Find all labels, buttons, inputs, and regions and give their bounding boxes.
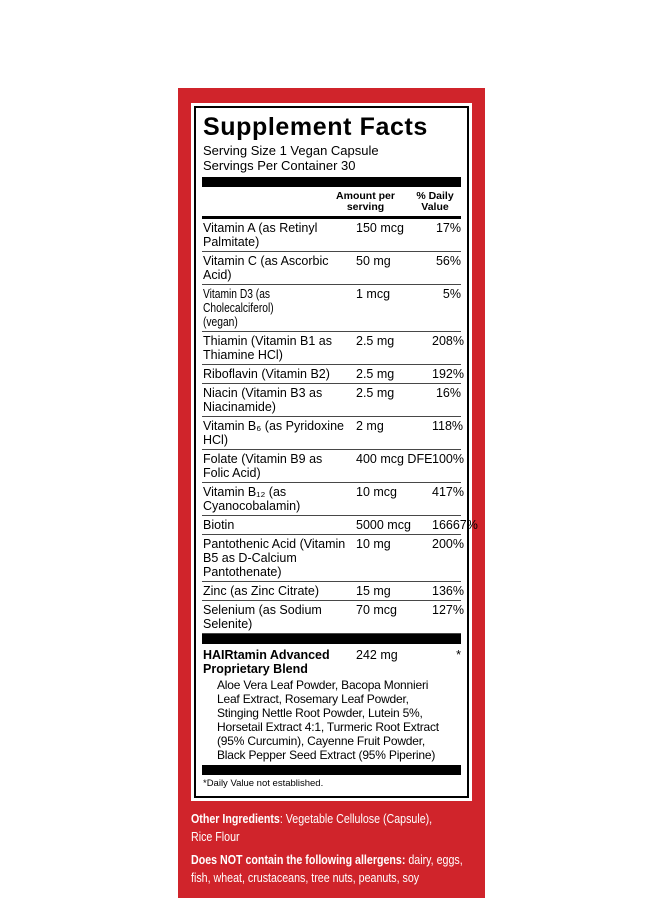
nutrient-amount: 400 mcg DFE <box>356 452 433 467</box>
nutrient-amount: 2 mg <box>356 419 384 434</box>
nutrient-amount: 10 mg <box>356 537 391 552</box>
blend-ingredients: Aloe Vera Leaf Powder, Bacopa Monnieri L… <box>217 678 439 763</box>
nutrient-daily-value: 127% <box>432 603 464 618</box>
allergens-text: dairy, eggs, fish, wheat, crustaceans, t… <box>191 852 463 885</box>
blend-daily-value: * <box>456 648 461 663</box>
nutrient-name: Thiamin (Vitamin B1 as Thiamine HCl) <box>203 334 332 363</box>
blend-amount: 242 mg <box>356 648 398 663</box>
nutrient-name: Selenium (as Sodium Selenite) <box>203 603 322 632</box>
label-notes: Other Ingredients: Vegetable Cellulose (… <box>191 810 472 886</box>
nutrient-daily-value: 208% <box>432 334 464 349</box>
nutrient-amount: 15 mg <box>356 584 391 599</box>
nutrient-amount: 2.5 mg <box>356 334 395 349</box>
thick-divider-blend <box>202 634 461 645</box>
column-header-amount: Amount per serving <box>336 190 395 214</box>
table-row: Vitamin A (as Retinyl Palmitate) 150 mcg… <box>202 219 461 253</box>
nutrient-name: Niacin (Vitamin B3 as Niacinamide) <box>203 386 323 415</box>
table-row: Biotin 5000 mcg 16667% <box>202 516 478 536</box>
header-divider <box>202 216 461 220</box>
nutrient-name: Riboflavin (Vitamin B2) <box>203 367 330 382</box>
nutrient-amount: 2.5 mg <box>356 367 395 382</box>
nutrient-name: Biotin <box>203 518 235 533</box>
table-row: Vitamin D3 (as Cholecalciferol) (vegan) … <box>202 285 461 333</box>
allergens-label: Does NOT contain the following allergens… <box>191 852 406 868</box>
nutrient-daily-value: 118% <box>432 419 464 434</box>
nutrient-name: Vitamin D3 (as Cholecalciferol) (vegan) <box>203 287 274 330</box>
nutrient-amount: 70 mcg <box>356 603 397 618</box>
servings-per-container: Servings Per Container 30 <box>203 157 356 173</box>
nutrient-daily-value: 192% <box>432 367 464 382</box>
table-row: Zinc (as Zinc Citrate) 15 mg 136% <box>202 582 464 602</box>
table-row: Riboflavin (Vitamin B2) 2.5 mg 192% <box>202 365 464 385</box>
nutrient-amount: 50 mg <box>356 254 391 269</box>
supplement-label: Supplement Facts Serving Size 1 Vegan Ca… <box>178 88 485 899</box>
nutrient-amount: 1 mcg <box>356 287 391 302</box>
allergens-note: Does NOT contain the following allergens… <box>191 851 471 886</box>
nutrient-daily-value: 100% <box>432 452 464 467</box>
nutrient-amount: 5000 mcg <box>356 518 411 533</box>
other-ingredients-note: Other Ingredients: Vegetable Cellulose (… <box>191 810 471 845</box>
nutrient-name: Vitamin B₆ (as Pyridoxine HCl) <box>203 419 344 448</box>
table-row: Selenium (as Sodium Selenite) 70 mcg 127… <box>202 601 464 635</box>
nutrient-daily-value: 16% <box>435 386 461 401</box>
nutrient-daily-value: 56% <box>435 254 461 269</box>
nutrient-amount: 10 mcg <box>356 485 397 500</box>
table-row: Thiamin (Vitamin B1 as Thiamine HCl) 2.5… <box>202 332 464 366</box>
nutrient-daily-value: 200% <box>432 537 464 552</box>
table-row: Folate (Vitamin B9 as Folic Acid) 400 mc… <box>202 450 464 484</box>
nutrient-amount: 2.5 mg <box>356 386 395 401</box>
nutrient-daily-value: 17% <box>435 221 461 236</box>
thick-divider-top <box>202 177 461 188</box>
nutrient-amount: 150 mcg <box>356 221 404 236</box>
nutrient-name: Vitamin A (as Retinyl Palmitate) <box>203 221 318 250</box>
facts-title: Supplement Facts <box>203 113 428 141</box>
column-header-daily-value: % Daily Value <box>416 190 454 214</box>
table-row: Pantothenic Acid (Vitamin B5 as D-Calciu… <box>202 535 464 583</box>
thick-divider-bottom <box>202 765 461 776</box>
table-row: Vitamin B₁₂ (as Cyanocobalamin) 10 mcg 4… <box>202 483 464 517</box>
nutrient-name: Vitamin B₁₂ (as Cyanocobalamin) <box>203 485 301 514</box>
nutrient-name: Zinc (as Zinc Citrate) <box>203 584 319 599</box>
other-ingredients-text: : Vegetable Cellulose (Capsule), Rice Fl… <box>191 811 433 844</box>
nutrient-name: Vitamin C (as Ascorbic Acid) <box>203 254 329 283</box>
nutrient-name: Folate (Vitamin B9 as Folic Acid) <box>203 452 323 481</box>
blend-row: HAIRtamin Advanced Proprietary Blend 242… <box>202 644 461 677</box>
supplement-facts-panel: Supplement Facts Serving Size 1 Vegan Ca… <box>194 106 478 799</box>
nutrient-daily-value: 136% <box>432 584 464 599</box>
nutrient-daily-value: 16667% <box>432 518 478 533</box>
table-header-row: Amount per serving % Daily Value <box>202 187 461 216</box>
facts-panel-margin: Supplement Facts Serving Size 1 Vegan Ca… <box>191 103 478 802</box>
serving-size: Serving Size 1 Vegan Capsule <box>203 143 379 159</box>
blend-name: HAIRtamin Advanced Proprietary Blend <box>203 648 330 677</box>
table-row: Niacin (Vitamin B3 as Niacinamide) 2.5 m… <box>202 384 461 418</box>
nutrient-daily-value: 417% <box>432 485 464 500</box>
nutrient-name: Pantothenic Acid (Vitamin B5 as D-Calciu… <box>203 537 346 580</box>
other-ingredients-label: Other Ingredients <box>191 811 280 827</box>
daily-value-footnote: *Daily Value not established. <box>203 778 324 790</box>
nutrient-daily-value: 5% <box>442 287 461 302</box>
table-row: Vitamin B₆ (as Pyridoxine HCl) 2 mg 118% <box>202 417 464 451</box>
table-row: Vitamin C (as Ascorbic Acid) 50 mg 56% <box>202 252 461 286</box>
